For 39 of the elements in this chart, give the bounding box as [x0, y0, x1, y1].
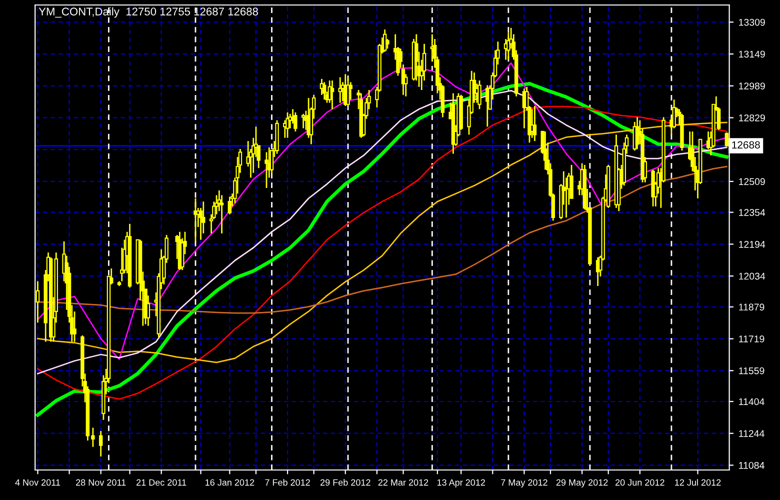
y-tick-label: 11879 [739, 304, 764, 311]
y-tick-label: 11559 [739, 367, 764, 374]
x-tick-label: 29 Feb 2012 [320, 479, 370, 486]
y-tick-label: 12354 [739, 209, 766, 216]
candlestick [286, 112, 290, 139]
y-tick-label: 12194 [739, 240, 766, 248]
y-tick-label: 12989 [739, 82, 765, 90]
candlestick [294, 112, 298, 132]
candlestick [98, 430, 103, 458]
candlestick [543, 130, 548, 170]
x-tick-label: 21 Dec 2011 [136, 479, 186, 486]
x-tick-label: 20 Jun 2012 [616, 479, 664, 486]
x-tick-label: 7 May 2012 [501, 479, 548, 488]
candlestick [346, 76, 350, 106]
y-tick-label: 11244 [739, 430, 764, 437]
y-tick-label: 11404 [739, 398, 764, 406]
x-tick-label: 28 Nov 2011 [76, 479, 126, 486]
y-tick-label: 12034 [739, 272, 766, 280]
y-tick-label: 11084 [739, 462, 764, 469]
x-tick-label: 13 Apr 2012 [437, 479, 485, 488]
x-tick-label: 29 May 2012 [556, 479, 608, 488]
x-tick-label: 12 Jul 2012 [675, 479, 721, 486]
x-tick-label: 22 Mar 2012 [378, 479, 428, 486]
y-tick-label: 13309 [739, 18, 765, 26]
x-tick-label: 7 Feb 2012 [265, 479, 310, 486]
candlestick [724, 132, 729, 147]
y-tick-label: 12829 [739, 114, 765, 122]
x-tick-label: 4 Nov 2011 [15, 479, 60, 486]
x-tick-label: 16 Jan 2012 [206, 479, 254, 486]
y-tick-label: 11719 [739, 336, 764, 342]
candlestick [330, 80, 334, 110]
candlestick [36, 280, 40, 324]
line-series [37, 166, 728, 314]
candlestick [228, 196, 232, 215]
y-tick-label: 12509 [739, 178, 765, 186]
candlestick [194, 198, 198, 242]
chart-title: YM_CONT,Daily 12750 12755 12687 12688 [38, 7, 258, 18]
y-tick-label: 13149 [739, 50, 765, 58]
ref-line-label: 12688 [732, 141, 760, 149]
